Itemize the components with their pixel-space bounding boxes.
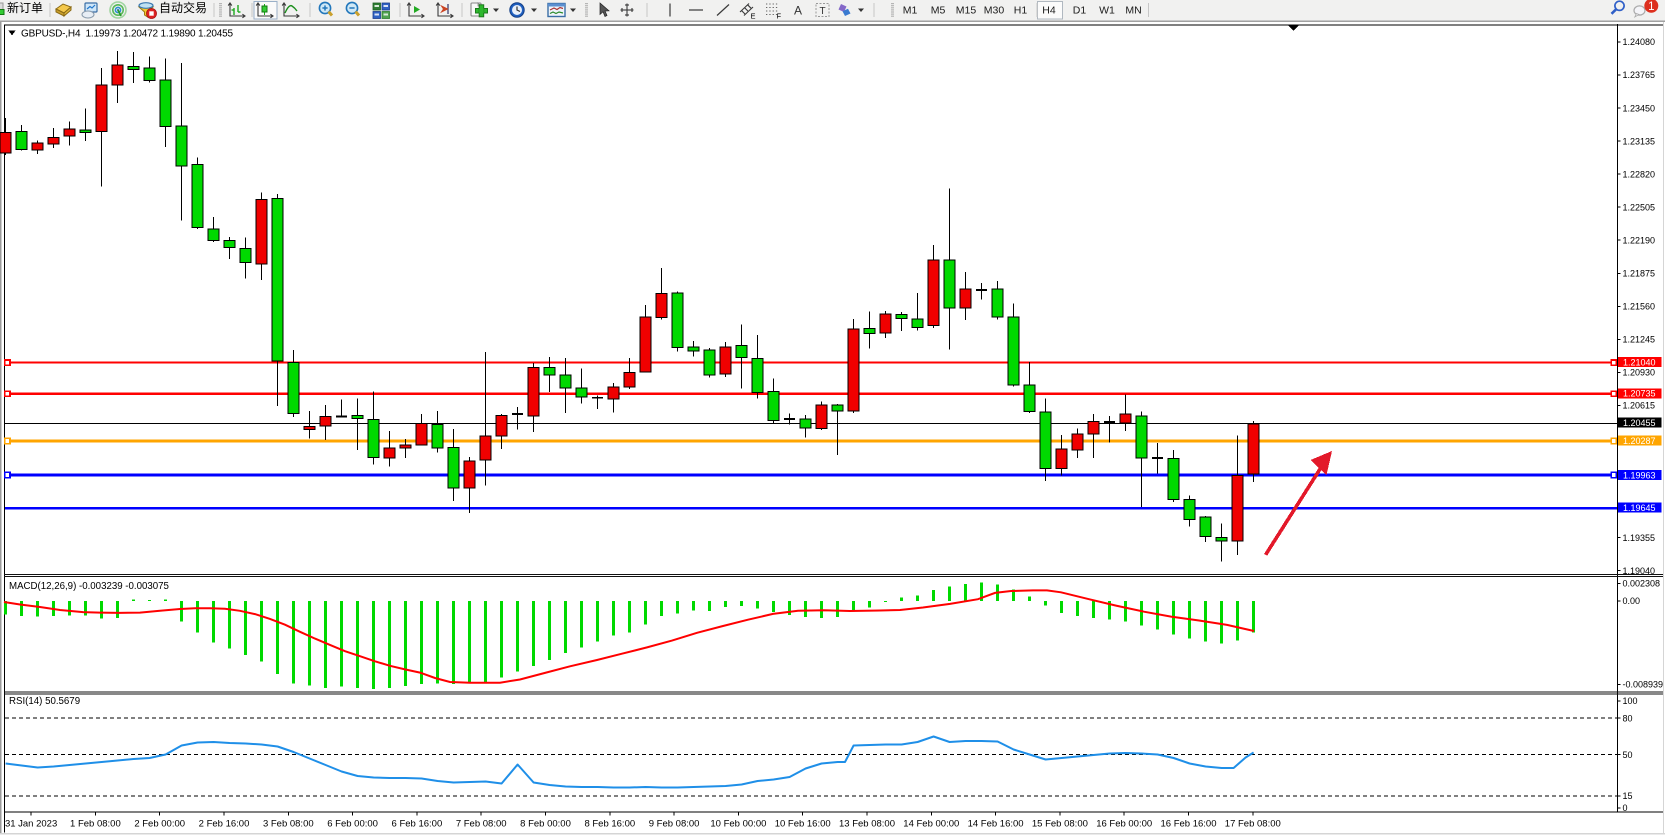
svg-text:13 Feb 08:00: 13 Feb 08:00: [839, 819, 895, 830]
svg-text:7 Feb 08:00: 7 Feb 08:00: [456, 819, 507, 830]
svg-text:6 Feb 00:00: 6 Feb 00:00: [327, 819, 378, 830]
svg-text:1.19355: 1.19355: [1623, 533, 1656, 543]
svg-text:1.21560: 1.21560: [1623, 302, 1656, 312]
svg-text:D1: D1: [1073, 4, 1087, 16]
svg-text:1: 1: [1648, 1, 1654, 13]
svg-text:1.24080: 1.24080: [1623, 37, 1656, 47]
svg-text:15 Feb 08:00: 15 Feb 08:00: [1032, 819, 1088, 830]
svg-text:MACD(12,26,9) -0.003239 -0.003: MACD(12,26,9) -0.003239 -0.003075: [9, 581, 169, 592]
svg-text:8 Feb 00:00: 8 Feb 00:00: [520, 819, 571, 830]
svg-text:W1: W1: [1099, 4, 1115, 16]
svg-text:-0.008939: -0.008939: [1623, 680, 1664, 690]
svg-text:1 Feb 08:00: 1 Feb 08:00: [70, 819, 121, 830]
svg-text:10 Feb 00:00: 10 Feb 00:00: [710, 819, 766, 830]
svg-text:T: T: [820, 6, 826, 17]
svg-text:0.00: 0.00: [1623, 596, 1641, 606]
svg-text:1.23450: 1.23450: [1623, 103, 1656, 113]
svg-text:1.21040: 1.21040: [1623, 357, 1656, 367]
svg-text:1.22505: 1.22505: [1623, 202, 1656, 212]
svg-text:1.21875: 1.21875: [1623, 269, 1656, 279]
svg-text:1.22190: 1.22190: [1623, 235, 1656, 245]
svg-text:1.20455: 1.20455: [1623, 418, 1656, 428]
svg-text:16 Feb 00:00: 16 Feb 00:00: [1096, 819, 1152, 830]
svg-text:1.19963: 1.19963: [1623, 470, 1656, 480]
svg-text:M5: M5: [931, 4, 946, 16]
svg-text:1.19645: 1.19645: [1623, 503, 1656, 513]
svg-text:6 Feb 16:00: 6 Feb 16:00: [392, 819, 443, 830]
svg-text:3 Feb 08:00: 3 Feb 08:00: [263, 819, 314, 830]
svg-text:GBPUSD-,H4 1.19973 1.20472 1.: GBPUSD-,H4 1.19973 1.20472 1.19890 1.204…: [21, 29, 233, 40]
svg-text:M15: M15: [956, 4, 977, 16]
svg-text:1.20615: 1.20615: [1623, 401, 1656, 411]
svg-text:15: 15: [1623, 791, 1633, 801]
svg-text:1.21245: 1.21245: [1623, 335, 1656, 345]
svg-text:2 Feb 16:00: 2 Feb 16:00: [199, 819, 250, 830]
svg-text:1.20930: 1.20930: [1623, 368, 1656, 378]
svg-text:1.22820: 1.22820: [1623, 169, 1656, 179]
svg-text:H1: H1: [1014, 4, 1028, 16]
svg-text:H4: H4: [1042, 4, 1056, 16]
svg-text:M1: M1: [903, 4, 918, 16]
svg-text:RSI(14) 50.5679: RSI(14) 50.5679: [9, 696, 80, 707]
svg-text:F: F: [777, 12, 782, 21]
svg-text:10 Feb 16:00: 10 Feb 16:00: [775, 819, 831, 830]
svg-text:80: 80: [1623, 713, 1633, 723]
svg-text:2 Feb 00:00: 2 Feb 00:00: [134, 819, 185, 830]
svg-text:自动交易: 自动交易: [159, 0, 207, 15]
svg-text:1.20735: 1.20735: [1623, 389, 1656, 399]
svg-text:1.19040: 1.19040: [1623, 566, 1656, 576]
svg-text:1.20287: 1.20287: [1623, 436, 1656, 446]
svg-text:50: 50: [1623, 750, 1633, 760]
svg-text:31 Jan 2023: 31 Jan 2023: [5, 819, 57, 830]
svg-text:16 Feb 16:00: 16 Feb 16:00: [1161, 819, 1217, 830]
svg-text:MN: MN: [1125, 4, 1141, 16]
svg-text:0: 0: [1623, 803, 1628, 813]
svg-text:100: 100: [1623, 696, 1638, 706]
svg-text:新订单: 新订单: [7, 0, 43, 15]
svg-text:1.23765: 1.23765: [1623, 70, 1656, 80]
svg-text:0.002308: 0.002308: [1623, 579, 1661, 589]
svg-text:A: A: [794, 4, 802, 18]
svg-text:9 Feb 08:00: 9 Feb 08:00: [649, 819, 700, 830]
svg-text:E: E: [751, 12, 756, 21]
svg-text:14 Feb 00:00: 14 Feb 00:00: [903, 819, 959, 830]
svg-text:14 Feb 16:00: 14 Feb 16:00: [968, 819, 1024, 830]
svg-text:17 Feb 08:00: 17 Feb 08:00: [1225, 819, 1281, 830]
svg-text:8 Feb 16:00: 8 Feb 16:00: [584, 819, 635, 830]
svg-text:M30: M30: [984, 4, 1005, 16]
svg-text:1.23135: 1.23135: [1623, 136, 1656, 146]
